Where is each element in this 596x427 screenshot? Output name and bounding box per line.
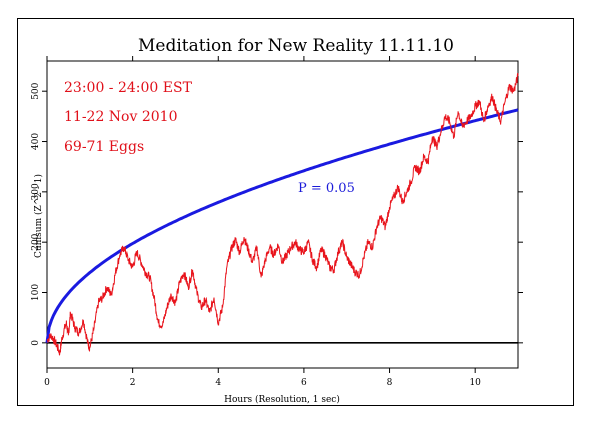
y-tick-label: 300	[31, 183, 41, 200]
y-axis-label: Cumsum (Z^2 - 1)	[33, 174, 44, 258]
y-axis-ticks: 0 100 200 300 400 500	[31, 82, 523, 346]
y-tick-label: 400	[31, 133, 41, 150]
chart-frame	[17, 18, 574, 406]
annotation-eggs: 69-71 Eggs	[64, 139, 144, 155]
cumsum-series-line	[46, 72, 519, 356]
x-axis-ticks: 0 2 4 6 8 10	[44, 56, 481, 388]
y-tick-label: 100	[31, 284, 41, 301]
y-tick-label: 0	[31, 340, 41, 346]
x-tick-label: 8	[387, 378, 393, 388]
chart-title: Meditation for New Reality 11.11.10	[138, 36, 454, 56]
x-tick-label: 2	[130, 378, 136, 388]
annotation-time-range: 23:00 - 24:00 EST	[64, 80, 193, 96]
x-tick-label: 4	[215, 378, 221, 388]
x-tick-label: 6	[301, 378, 307, 388]
y-tick-label: 500	[31, 82, 41, 99]
x-axis-label: Hours (Resolution, 1 sec)	[224, 394, 340, 405]
annotation-date-range: 11-22 Nov 2010	[64, 109, 177, 125]
p-value-label: P = 0.05	[298, 181, 355, 196]
plot-area	[46, 60, 519, 369]
x-tick-label: 0	[44, 378, 50, 388]
x-tick-label: 10	[469, 378, 481, 388]
y-tick-label: 200	[31, 233, 41, 250]
